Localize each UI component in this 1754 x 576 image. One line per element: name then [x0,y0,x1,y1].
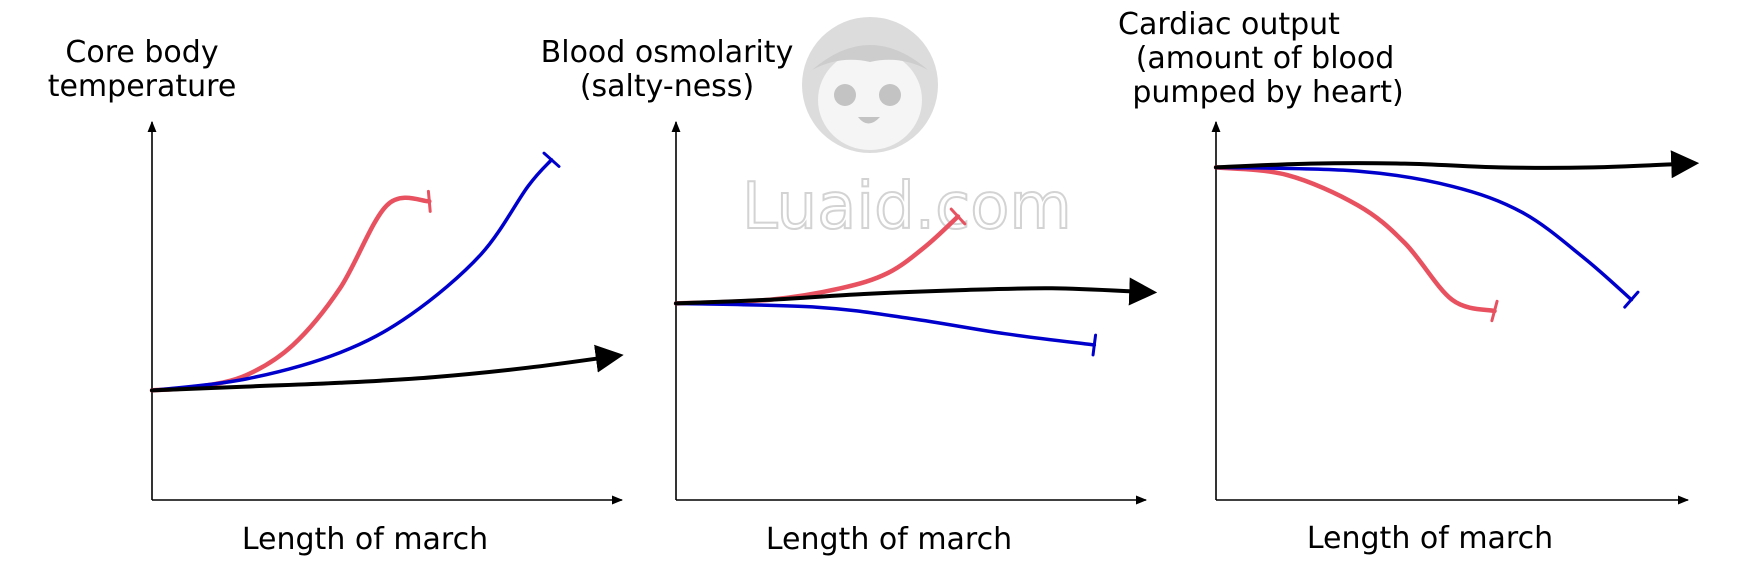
red-series-end-bar [1490,299,1499,323]
black-series-line [1214,150,1700,179]
y-axis-label-line-3: pumped by heart) [1132,75,1403,110]
y-axis-label-line-1: Cardiac output [1118,7,1340,42]
chart-panel-core-temperature: Core body temperature Length of march [48,35,624,557]
y-axis-label-line-2: (salty-ness) [580,69,754,104]
y-axis-label-line-2: temperature [48,69,237,104]
x-axis-label: Length of march [242,522,488,557]
chart-panel-cardiac-output: Cardiac output (amount of blood pumped b… [1118,7,1700,556]
blue-series-end-bar [1623,290,1640,309]
black-series-line [674,277,1158,306]
watermark-text: Luaid.com [742,170,1072,244]
y-axis-label-line-2: (amount of blood [1136,41,1395,76]
x-axis-label: Length of march [1307,521,1553,556]
red-series-line [149,195,432,393]
y-axis-label-line-1: Core body [65,35,218,70]
mascot-face-icon [802,17,938,153]
blue-series-line [150,158,554,393]
blue-series-line [1214,165,1634,302]
red-series-end-bar [949,207,967,226]
chart-panel-blood-osmolarity: Blood osmolarity (salty-ness) Length of … [541,35,1158,557]
red-series-line [1213,165,1497,314]
black-series-line [150,344,624,393]
watermark: Luaid.com [741,17,1073,245]
red-series-end-bar [426,189,432,213]
blue-series-line [674,301,1097,347]
blue-series-end-bar [1091,333,1098,357]
x-axis-label: Length of march [766,522,1012,557]
y-axis-label-line-1: Blood osmolarity [541,35,794,70]
blue-series-end-bar [542,151,561,168]
